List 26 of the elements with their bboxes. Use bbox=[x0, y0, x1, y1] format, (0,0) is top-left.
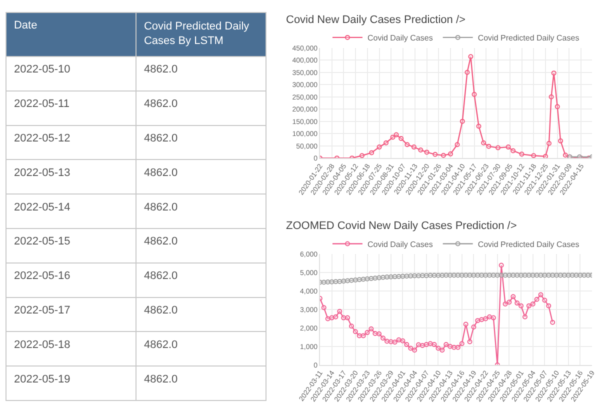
data-label: 4862.0 bbox=[144, 98, 178, 110]
category-label: 2022-05-16 bbox=[14, 270, 70, 282]
data-label: 4862.0 bbox=[144, 338, 178, 351]
category-label: 2022-05-12 bbox=[14, 132, 70, 145]
series-label: Covid Predicted Daily Cases By LSTM bbox=[144, 20, 250, 47]
text: Date bbox=[14, 20, 38, 32]
legend-label: Covid Daily Cases bbox=[367, 240, 433, 249]
legend-label: Covid Daily Cases bbox=[367, 34, 433, 43]
data-label: 4862.0 bbox=[144, 270, 178, 282]
category-label: 2022-05-17 bbox=[14, 304, 70, 317]
legend-label: Covid Predicted Daily Cases bbox=[478, 240, 580, 249]
category-label: 2022-05-15 bbox=[14, 236, 70, 248]
category-label: 2022-05-18 bbox=[14, 338, 70, 351]
data-label: 4862.0 bbox=[144, 64, 178, 76]
category-label: 2022-05-14 bbox=[14, 201, 70, 214]
data-label: 4862.0 bbox=[144, 166, 178, 179]
chart-title: Covid New Daily Cases Prediction /> bbox=[286, 14, 466, 26]
legend-label: Covid Predicted Daily Cases bbox=[478, 34, 580, 43]
chart-title: ZOOMED Covid New Daily Cases Prediction /> bbox=[286, 220, 517, 232]
data-label: 4862.0 bbox=[144, 373, 178, 386]
category-label: 2022-05-11 bbox=[14, 98, 70, 110]
category-label: 2022-05-10 bbox=[14, 64, 70, 76]
data-label: 4862.0 bbox=[144, 236, 178, 248]
data-label: 4862.0 bbox=[144, 132, 178, 145]
data-label: 4862.0 bbox=[144, 201, 178, 214]
data-label: 4862.0 bbox=[144, 304, 178, 317]
